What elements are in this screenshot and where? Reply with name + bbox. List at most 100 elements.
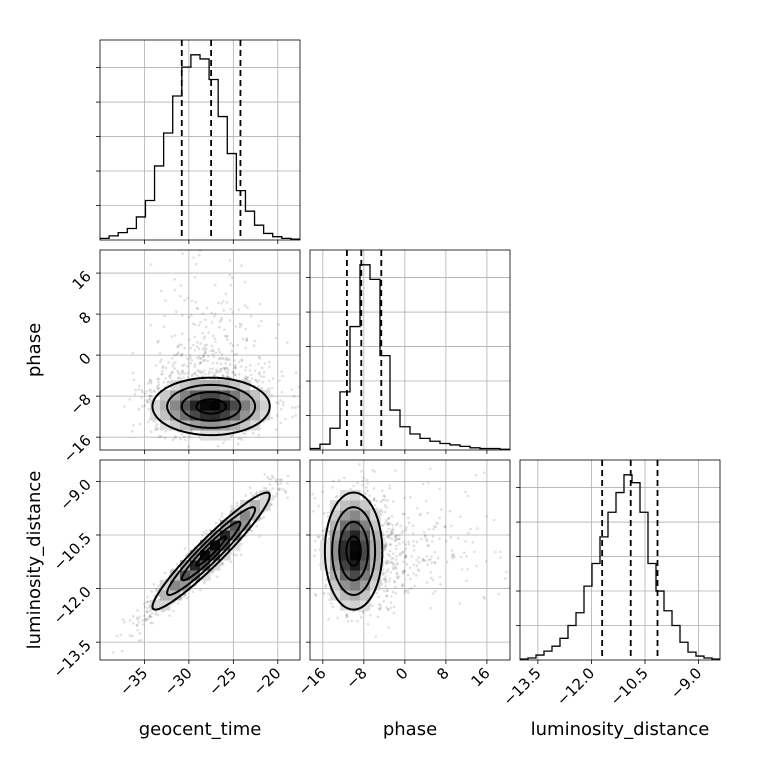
sample-point — [382, 538, 386, 541]
sample-point — [382, 577, 386, 581]
sample-point — [387, 626, 391, 629]
sample-point — [385, 543, 389, 547]
sample-point — [435, 521, 438, 525]
sample-point — [456, 536, 460, 540]
sample-point — [179, 377, 183, 381]
sample-point — [156, 388, 160, 391]
sample-point — [313, 539, 317, 543]
sample-point — [463, 551, 466, 554]
sample-point — [176, 352, 179, 356]
sample-point — [157, 380, 160, 384]
sample-point — [190, 374, 194, 378]
sample-point — [422, 531, 426, 534]
sample-point — [381, 531, 384, 534]
density-cell — [180, 410, 191, 421]
density-cell — [230, 400, 241, 411]
sample-point — [475, 564, 478, 568]
density-cell — [200, 390, 211, 401]
sample-point — [220, 316, 223, 320]
sample-point — [190, 313, 193, 317]
sample-point — [392, 611, 396, 615]
sample-point — [221, 373, 225, 377]
density-cell — [370, 560, 381, 571]
sample-point — [220, 561, 224, 565]
sample-point — [391, 500, 395, 503]
sample-point — [222, 309, 225, 312]
sample-point — [150, 590, 153, 593]
sample-point — [443, 525, 447, 529]
sample-point — [284, 417, 287, 421]
sample-point — [372, 498, 376, 502]
sample-point — [237, 308, 241, 311]
sample-point — [429, 606, 433, 610]
sample-point — [206, 359, 210, 363]
sample-point — [383, 504, 387, 507]
sample-point — [250, 377, 254, 380]
sample-point — [255, 490, 259, 494]
sample-point — [384, 547, 387, 551]
sample-point — [290, 388, 293, 391]
sample-point — [343, 476, 346, 480]
sample-point — [135, 623, 139, 627]
sample-point — [201, 355, 205, 359]
sample-point — [203, 343, 207, 347]
sample-point — [268, 365, 271, 369]
sample-point — [183, 298, 186, 302]
sample-point — [257, 362, 260, 366]
sample-point — [186, 357, 189, 361]
sample-point — [380, 513, 383, 516]
sample-point — [257, 384, 260, 388]
sample-point — [268, 379, 271, 383]
sample-point — [158, 351, 162, 355]
sample-point — [276, 483, 280, 486]
sample-point — [225, 367, 229, 370]
sample-point — [379, 606, 383, 610]
sample-point — [190, 299, 194, 303]
sample-point — [181, 369, 184, 373]
sample-point — [277, 323, 281, 326]
sample-point — [232, 553, 236, 556]
sample-point — [161, 610, 164, 613]
sample-point — [148, 397, 152, 401]
sample-point — [430, 561, 434, 564]
sample-point — [325, 578, 328, 582]
sample-point — [248, 369, 252, 372]
sample-point — [270, 503, 273, 506]
sample-point — [383, 577, 386, 581]
sample-point — [144, 617, 147, 621]
sample-point — [203, 349, 207, 353]
sample-point — [425, 581, 429, 584]
panel-frame — [519, 459, 721, 661]
sample-point — [313, 554, 316, 558]
xlabel-geocent-time: geocent_time — [139, 719, 262, 740]
sample-point — [219, 318, 223, 322]
sample-point — [352, 484, 355, 488]
sample-point — [168, 614, 171, 617]
sample-point — [154, 364, 158, 367]
density-cell — [370, 520, 381, 531]
sample-point — [196, 368, 200, 372]
contour-level-1 — [195, 535, 227, 567]
sample-point — [445, 560, 449, 564]
sample-point — [173, 278, 177, 281]
sample-point — [225, 366, 228, 370]
sample-point — [450, 549, 454, 552]
sample-point — [503, 577, 507, 580]
sample-point — [145, 600, 149, 604]
sample-point — [231, 344, 235, 347]
sample-point — [434, 525, 438, 529]
sample-point — [159, 289, 163, 293]
sample-point — [280, 370, 283, 373]
sample-point — [204, 351, 207, 354]
sample-point — [432, 527, 435, 531]
sample-point — [164, 366, 168, 370]
sample-point — [464, 540, 467, 543]
sample-point — [187, 338, 191, 341]
density-cell — [160, 580, 171, 591]
sample-point — [387, 559, 390, 563]
sample-point — [327, 529, 330, 533]
sample-point — [458, 602, 462, 605]
sample-point — [408, 496, 412, 499]
sample-point — [197, 355, 201, 359]
sample-point — [180, 353, 183, 357]
